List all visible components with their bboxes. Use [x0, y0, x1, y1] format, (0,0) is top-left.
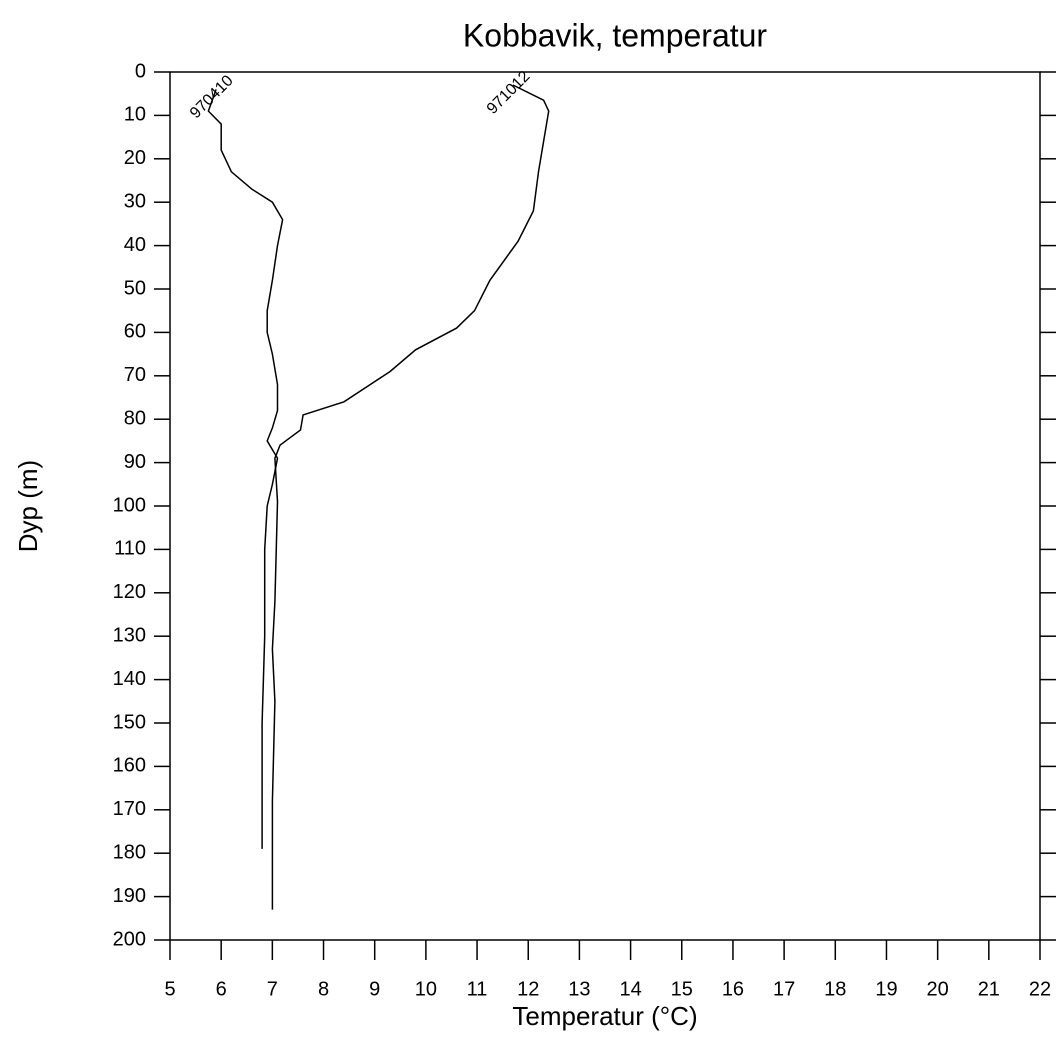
- y-tick-label: 200: [113, 928, 146, 950]
- x-axis-label: Temperatur (°C): [512, 1001, 697, 1031]
- y-tick-label: 150: [113, 711, 146, 733]
- y-tick-label: 120: [113, 581, 146, 603]
- y-tick-label: 80: [124, 407, 146, 429]
- chart-title: Kobbavik, temperatur: [463, 17, 768, 53]
- y-tick-label: 10: [124, 104, 146, 126]
- y-tick-label: 20: [124, 147, 146, 169]
- x-tick-label: 9: [369, 978, 380, 1000]
- y-tick-label: 130: [113, 624, 146, 646]
- y-tick-label: 50: [124, 277, 146, 299]
- plot-frame: [169, 71, 1041, 941]
- series-label: 971012: [484, 68, 534, 118]
- x-tick-label: 8: [318, 978, 329, 1000]
- x-tick-label: 6: [216, 978, 227, 1000]
- y-tick-label: 0: [135, 60, 146, 82]
- y-tick-label: 30: [124, 190, 146, 212]
- y-tick-label: 170: [113, 798, 146, 820]
- x-tick-label: 16: [722, 978, 744, 1000]
- x-tick-label: 12: [517, 978, 539, 1000]
- y-tick-label: 100: [113, 494, 146, 516]
- y-tick-label: 70: [124, 364, 146, 386]
- x-tick-label: 18: [824, 978, 846, 1000]
- x-tick-label: 15: [671, 978, 693, 1000]
- y-tick-label: 40: [124, 234, 146, 256]
- y-tick-label: 60: [124, 321, 146, 343]
- x-tick-label: 19: [875, 978, 897, 1000]
- x-tick-label: 22: [1029, 978, 1051, 1000]
- y-tick-label: 190: [113, 885, 146, 907]
- y-tick-label: 110: [114, 538, 146, 560]
- x-tick-label: 17: [773, 978, 795, 1000]
- profile-line: [207, 89, 284, 849]
- y-tick-label: 180: [113, 841, 146, 863]
- x-tick-label: 7: [267, 978, 278, 1000]
- x-tick-label: 10: [415, 978, 437, 1000]
- y-tick-label: 90: [124, 451, 146, 473]
- y-tick-label: 140: [113, 668, 146, 690]
- x-tick-label: 20: [927, 978, 949, 1000]
- x-tick-label: 11: [467, 978, 488, 1000]
- profile-line: [271, 84, 550, 910]
- y-tick-label: 160: [113, 755, 146, 777]
- x-tick-label: 13: [568, 978, 590, 1000]
- x-tick-label: 21: [978, 978, 1000, 1000]
- x-tick-label: 5: [164, 978, 175, 1000]
- y-axis-label: Dyp (m): [13, 460, 43, 552]
- x-tick-label: 14: [619, 978, 641, 1000]
